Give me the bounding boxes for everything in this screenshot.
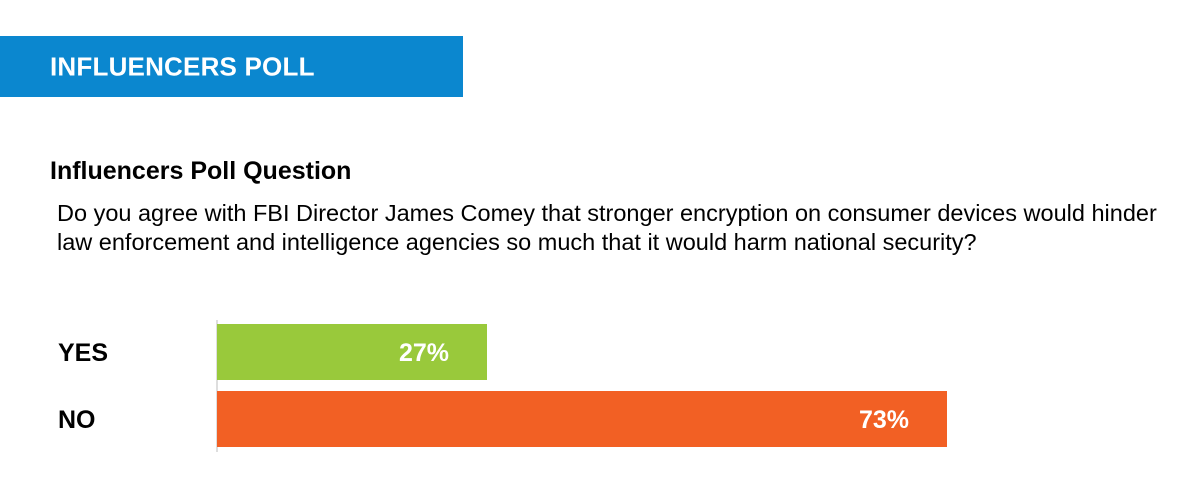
category-label-yes: YES [58,339,108,367]
poll-results-svg: YES 27% NO 73% [58,320,947,452]
bar-yes [217,324,487,380]
question-text: Do you agree with FBI Director James Com… [57,200,1157,255]
question-heading: Influencers Poll Question [50,157,352,185]
banner-title: INFLUENCERS POLL [50,51,315,81]
category-label-no: NO [58,406,96,434]
value-label-yes: 27% [399,339,449,367]
poll-results-chart: YES 27% NO 73% [0,318,1200,458]
bar-no [217,391,947,447]
poll-banner: INFLUENCERS POLL [0,36,463,97]
value-label-no: 73% [859,406,909,434]
